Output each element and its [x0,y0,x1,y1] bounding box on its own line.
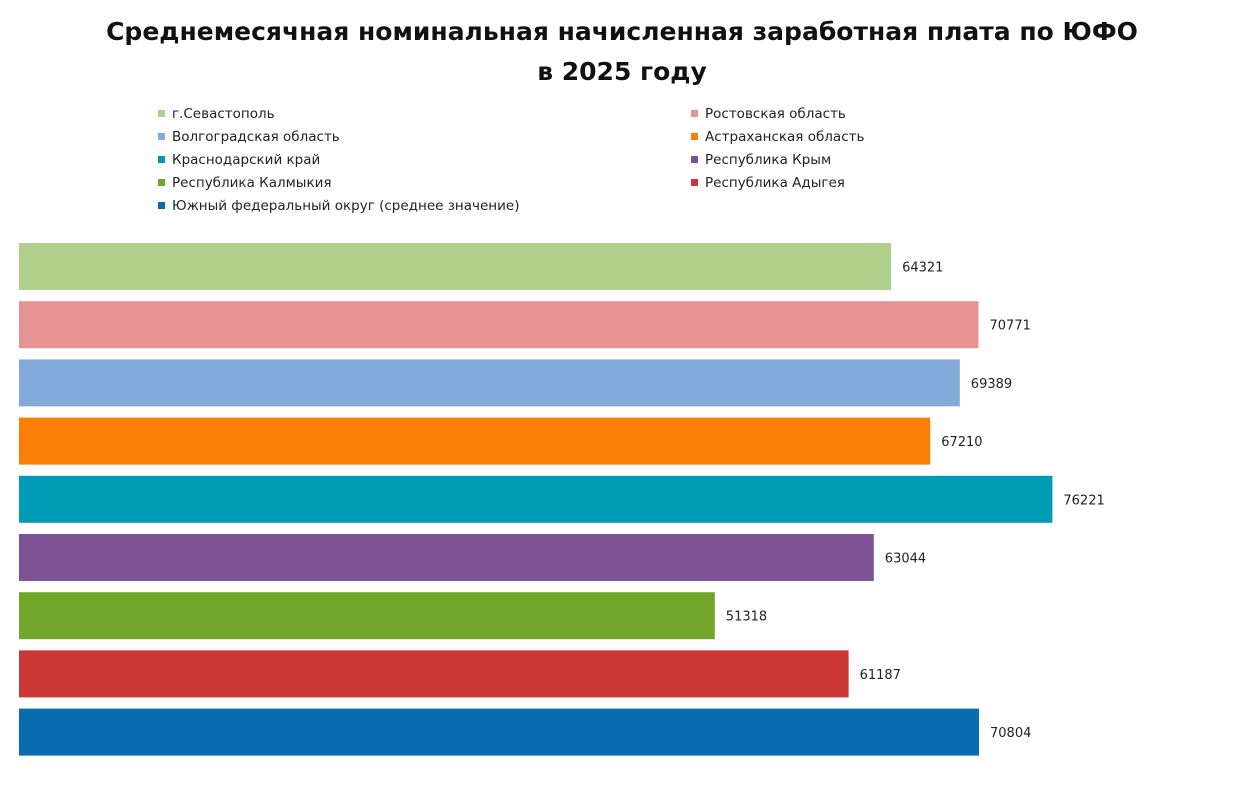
legend-label: Республика Калмыкия [172,175,332,191]
legend-swatch [691,178,698,186]
legend-label: Краснодарский край [172,152,321,168]
data-label: 70771 [990,319,1031,334]
legend-label: Республика Адыгея [705,175,845,191]
chart-title: Среднемесячная номинальная начисленная з… [106,17,1138,86]
legend-item: Южный федеральный округ (среднее значени… [158,196,519,216]
bar [19,359,960,407]
legend-label: Ростовская область [705,106,846,122]
data-label: 63044 [885,552,926,567]
data-label: 61187 [860,668,901,683]
legend-label: г.Севастополь [172,106,275,122]
bar [19,592,715,640]
bar [19,475,1053,523]
legend-swatch [158,155,165,163]
legend-label: Южный федеральный округ (среднее значени… [172,198,520,214]
data-label: 76221 [1063,493,1104,508]
data-label: 69389 [971,377,1012,392]
legend-swatch [158,178,165,186]
data-label: 70804 [990,726,1031,741]
legend-item: Республика Калмыкия [158,173,332,193]
data-label: 67210 [941,435,982,450]
legend-label: Волгоградская область [172,129,340,145]
data-label: 51318 [726,610,767,625]
legend-swatch [158,109,165,117]
legend-item: Астраханская область [691,127,864,147]
legend-item: Краснодарский край [158,150,320,170]
bar [19,650,849,698]
legend-item: Республика Адыгея [691,173,845,193]
legend-item: Волгоградская область [158,127,340,147]
legend-swatch [158,201,165,209]
legend-label: Астраханская область [705,129,865,145]
legend-item: Республика Крым [691,150,831,170]
legend-swatch [691,109,698,117]
legend-item: г.Севастополь [158,104,275,124]
bar [19,243,892,290]
legend-swatch [691,132,698,140]
bar [19,417,931,465]
legend-item: Ростовская область [691,104,846,124]
bar [19,301,979,349]
legend-label: Республика Крым [705,152,832,168]
data-label: 64321 [902,261,943,276]
bar [19,708,979,756]
bar [19,534,874,581]
legend-swatch [691,155,698,163]
legend-swatch [158,132,165,140]
